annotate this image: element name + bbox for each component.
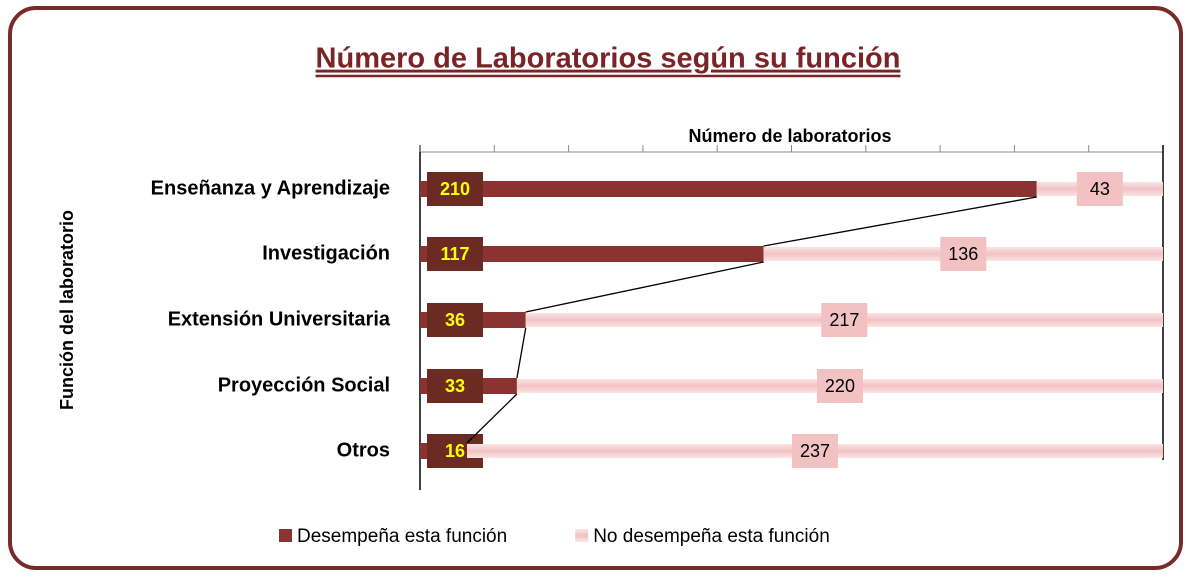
y-tick-label: Otros [337,439,390,461]
value-label: 117 [440,244,469,264]
legend-label: No desempeña esta función [593,526,830,547]
value-label-bg [791,434,838,468]
value-label-bg [816,369,863,403]
value-label: 210 [440,179,470,199]
value-label-bg [427,172,483,206]
y-axis-title: Función del laboratorio [57,210,77,410]
value-label-bg [427,237,483,271]
legend-swatch [575,529,589,542]
series-line [466,393,518,444]
value-label: 220 [825,376,855,396]
y-tick-label: Enseñanza y Aprendizaje [151,177,390,199]
y-tick-label: Extensión Universitaria [168,308,391,330]
legend-label: Desempeña esta función [297,526,507,547]
value-label-bg [427,303,483,337]
x-axis-title: Número de laboratorios [688,126,891,146]
y-tick-label: Investigación [262,242,390,264]
value-label: 237 [800,441,830,461]
frame [8,6,1183,570]
series-line [763,196,1037,247]
value-label-bg [427,369,483,403]
series-line [525,261,764,313]
bar [420,181,1037,197]
value-label: 217 [829,310,859,330]
value-label: 136 [948,244,978,264]
chart-title: Número de Laboratorios según su función [316,43,901,75]
value-label: 43 [1090,179,1110,199]
value-label: 33 [445,376,465,396]
value-label: 36 [445,310,465,330]
value-label: 16 [445,441,465,461]
value-label-bg [821,303,868,337]
value-label-bg [1076,172,1123,206]
value-label-bg [940,237,987,271]
legend-swatch [279,529,292,542]
y-tick-label: Proyección Social [218,374,390,396]
series-line [516,327,527,379]
bar [420,246,764,262]
